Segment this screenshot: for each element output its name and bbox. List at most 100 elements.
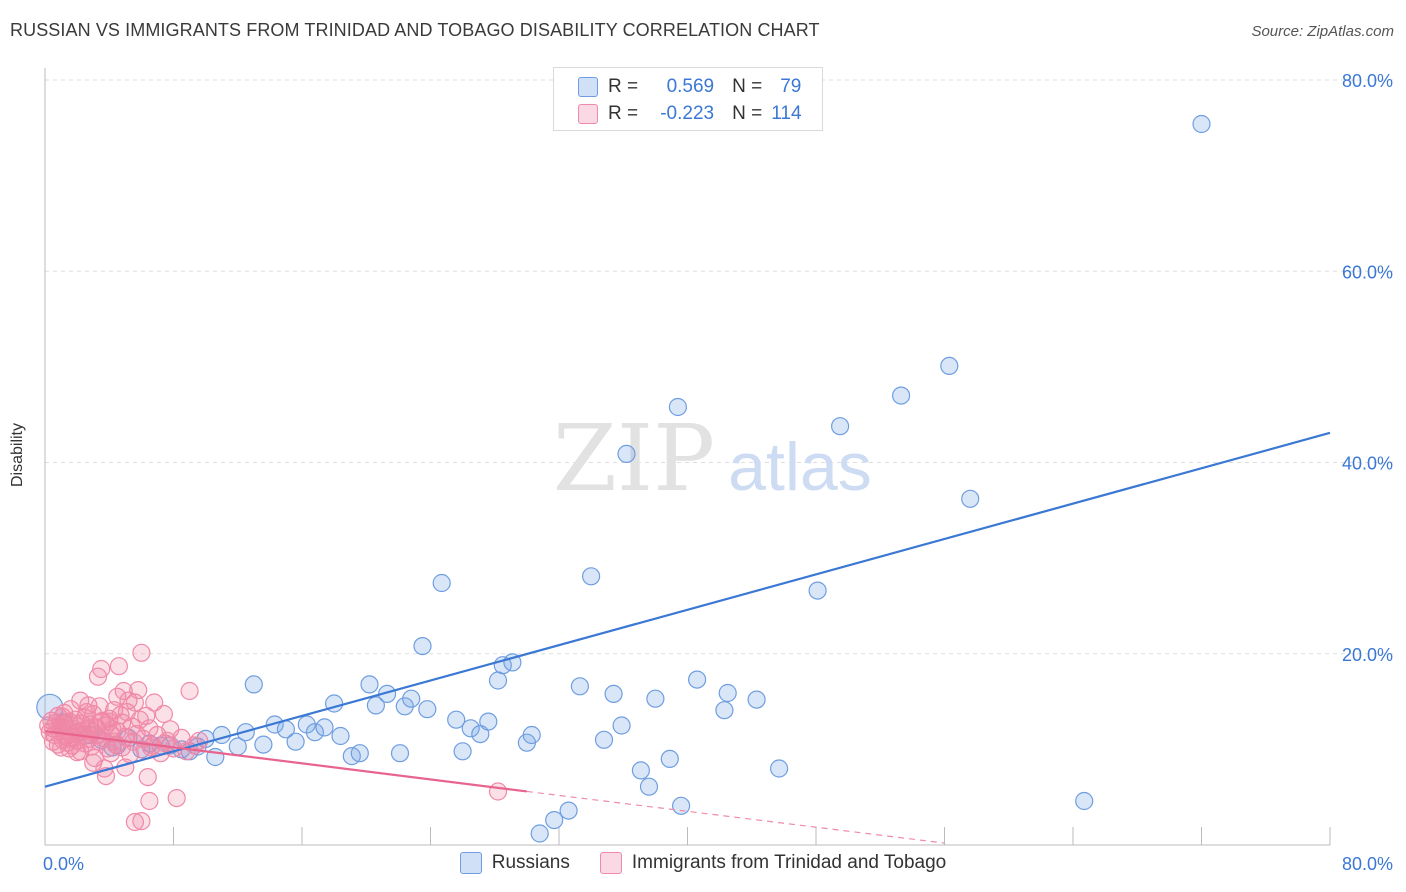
trinidad-trend-line [44,730,528,793]
russian-point [639,777,659,796]
russian-point [390,744,410,763]
russian-point [402,689,421,708]
russian-point [461,719,480,738]
chart-legend: Russians Immigrants from Trinidad and To… [0,852,1406,874]
russian-point [646,689,665,708]
russian-point [488,671,508,690]
stats-n-value: 79 [780,76,802,97]
russian-point [395,697,414,716]
trinidad-point [101,744,121,763]
y-tick-label: 80.0% [1342,71,1393,91]
russian-point [617,444,636,463]
grid-lines [45,79,1395,655]
russian-point [432,573,451,593]
trinidad-point [129,680,148,700]
trinidad-point [84,753,103,772]
russian-point [891,386,911,405]
stats-swatch-blue [578,77,598,97]
trinidad-point [141,738,161,757]
russian-point [671,796,691,815]
trinidad-point [112,713,132,732]
russian-point [530,824,549,843]
russian-point [418,700,437,719]
trinidad-point [154,704,173,724]
russian-point [687,670,707,689]
russian-point [545,810,564,830]
trinidad-point [109,657,129,676]
trinidad-point [100,712,119,731]
russian-point [1192,114,1211,134]
trinidad-point [104,732,124,751]
legend-item-russians[interactable]: Russians [459,852,570,874]
russian-point [212,725,231,745]
trinidad-point [59,739,79,758]
watermark-atlas: atlas [728,429,872,505]
russian-point [604,684,623,704]
trend-lines [44,431,1331,844]
russian-point [961,489,980,508]
legend-swatch-pink [599,852,622,874]
stats-r-label: R = [608,76,639,97]
russian-point [360,675,379,694]
russian-point [718,683,737,703]
stats-n-label: N = [732,76,763,97]
y-tick-label: 40.0% [1342,454,1393,474]
stats-n-value: 114 [771,103,802,124]
russian-point [413,636,432,656]
russian-point [940,356,959,375]
data-points [36,114,1211,843]
russian-point [612,716,631,735]
russian-point [594,730,614,749]
y-tick-label: 60.0% [1342,262,1393,282]
russian-point [715,701,734,720]
trinidad-point [77,702,96,722]
trinidad-point [92,659,111,679]
russian-point [331,726,350,746]
stats-r-value: -0.223 [660,103,715,124]
legend-label-trinidad: Immigrants from Trinidad and Tobago [631,852,947,873]
chart-title: RUSSIAN VS IMMIGRANTS FROM TRINIDAD AND … [10,20,820,40]
trinidad-trend-extension [526,790,945,844]
russian-point [366,696,385,715]
russians-trend-line [44,431,1331,788]
y-tick-label: 20.0% [1342,645,1393,665]
stats-r-label: R = [608,103,639,124]
legend-label-russians: Russians [491,852,570,873]
russian-point [769,759,789,778]
trinidad-point [138,767,157,787]
trinidad-point [132,811,151,831]
legend-item-trinidad[interactable]: Immigrants from Trinidad and Tobago [599,852,947,874]
x-tick-label-min: 0.0% [43,854,84,874]
russian-point [631,761,651,780]
trinidad-point [180,681,199,701]
russian-point [668,397,688,417]
trinidad-point [167,788,186,808]
trinidad-point [114,681,133,701]
russian-point [315,718,334,737]
russian-point [581,567,601,586]
russian-point [522,725,541,745]
stats-r-value: 0.569 [666,76,715,97]
watermark: ZIP atlas [553,405,872,512]
russian-point [286,732,305,751]
trinidad-point [93,711,112,730]
stats-row-russians: R = 0.569 N = 79 [554,74,801,100]
stats-box: R = 0.569 N = 79 R = -0.223 N = 114 [553,67,823,131]
stats-row-trinidad: R = -0.223 N = 114 [554,101,802,127]
tick-labels: 20.0% 40.0% 60.0% 80.0% 0.0% 80.0% [43,71,1393,874]
russian-point [453,742,472,761]
trinidad-point [125,812,144,832]
russian-point [830,417,850,436]
russian-point [660,749,679,769]
legend-swatch-blue [459,852,482,874]
trinidad-point [488,782,508,801]
russian-point [479,712,498,731]
russian-point [254,735,273,754]
russian-point [305,723,324,742]
stats-n-label: N = [732,103,763,124]
russian-point [747,690,766,709]
trinidad-point [132,643,151,662]
russian-point [447,710,466,729]
trinidad-point [116,758,135,777]
